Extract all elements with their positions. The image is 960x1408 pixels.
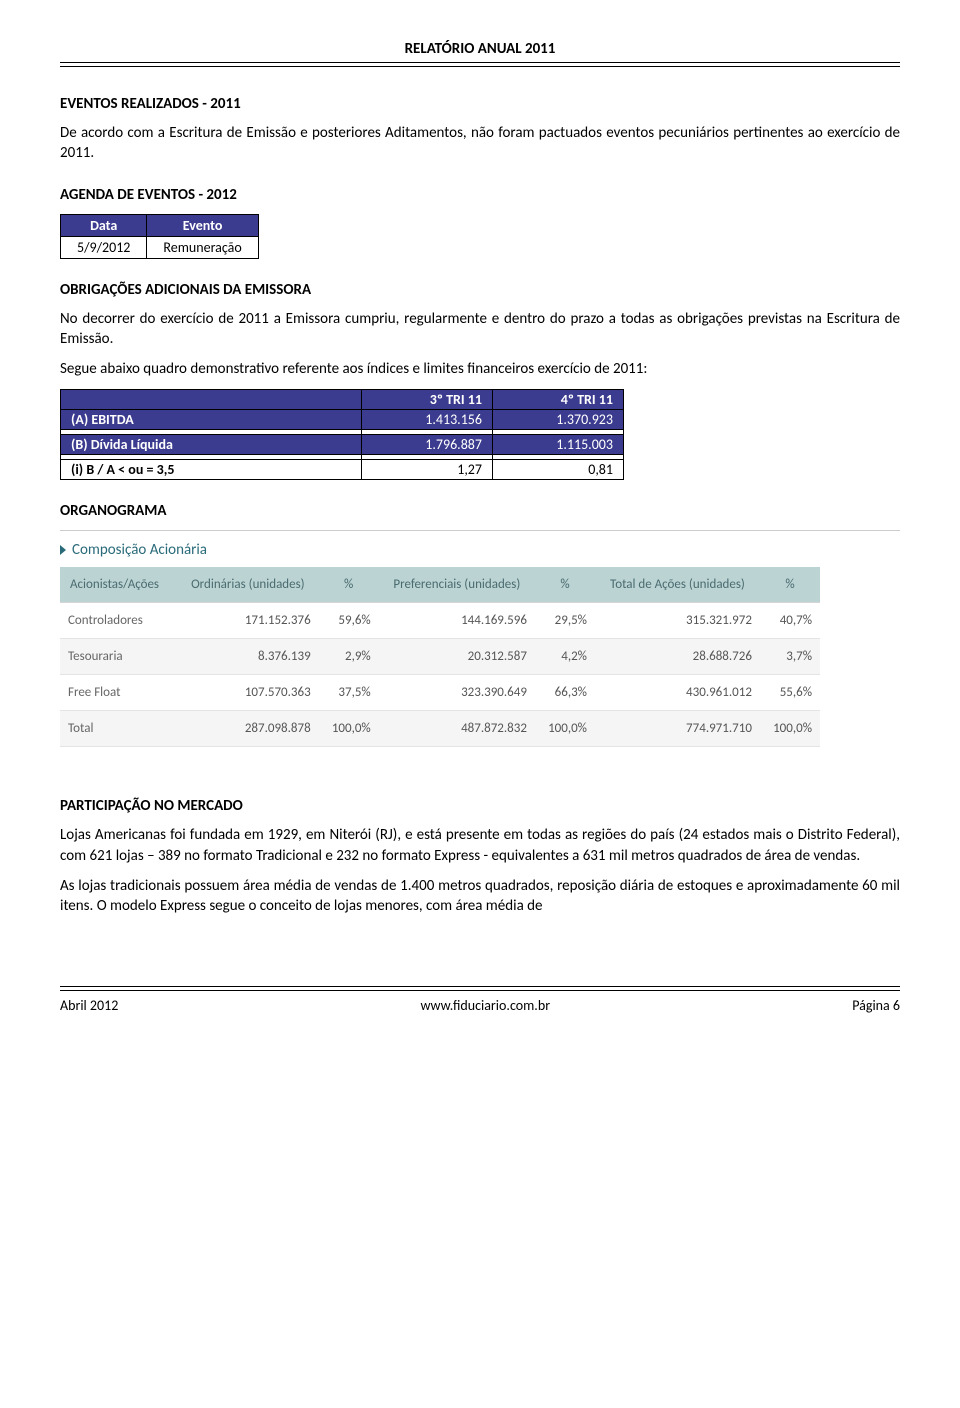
table-cell: 2,9% [319, 639, 379, 675]
fin-rowA-v1: 1.413.156 [362, 410, 493, 430]
table-cell: 59,6% [319, 603, 379, 639]
comp-h1: Ordinárias (unidades) [177, 567, 319, 603]
table-row: Controladores171.152.37659,6%144.169.596… [60, 603, 820, 639]
comp-h2: % [319, 567, 379, 603]
participacao-p2: As lojas tradicionais possuem área média… [60, 876, 900, 917]
table-cell: 100,0% [319, 711, 379, 747]
comp-h5: Total de Ações (unidades) [595, 567, 760, 603]
composition-block: Composição Acionária Acionistas/Ações Or… [60, 530, 900, 747]
comp-h0: Acionistas/Ações [60, 567, 177, 603]
composition-table: Acionistas/Ações Ordinárias (unidades) %… [60, 567, 820, 747]
table-cell: 171.152.376 [177, 603, 319, 639]
fin-rowI-label: (i) B / A < ou = 3,5 [61, 460, 362, 480]
composition-title: Composição Acionária [60, 541, 900, 559]
table-cell: 144.169.596 [379, 603, 535, 639]
fin-rowA-label: (A) EBITDA [61, 410, 362, 430]
obrigacoes-p2: Segue abaixo quadro demonstrativo refere… [60, 359, 900, 379]
table-cell: Total [60, 711, 177, 747]
table-cell: 37,5% [319, 675, 379, 711]
agenda-cell-event: Remuneração [147, 236, 258, 258]
comp-h6: % [760, 567, 820, 603]
agenda-header-data: Data [61, 214, 147, 236]
participacao-p1: Lojas Americanas foi fundada em 1929, em… [60, 825, 900, 866]
fin-rowI-v2: 0,81 [493, 460, 624, 480]
header-rule [60, 62, 900, 67]
section-organograma: ORGANOGRAMA [60, 502, 900, 520]
section-obrigacoes: OBRIGAÇÕES ADICIONAIS DA EMISSORA [60, 281, 900, 299]
footer-left: Abril 2012 [60, 997, 118, 1014]
table-cell: 29,5% [535, 603, 595, 639]
fin-rowI-v1: 1,27 [362, 460, 493, 480]
table-cell: 28.688.726 [595, 639, 760, 675]
table-cell: 55,6% [760, 675, 820, 711]
page-footer: Abril 2012 www.fiduciario.com.br Página … [0, 997, 960, 1034]
table-cell: Tesouraria [60, 639, 177, 675]
section-participacao: PARTICIPAÇÃO NO MERCADO [60, 797, 900, 815]
table-cell: 100,0% [535, 711, 595, 747]
agenda-header-evento: Evento [147, 214, 258, 236]
fin-header-q3: 3º TRI 11 [362, 390, 493, 410]
agenda-table: Data Evento 5/9/2012 Remuneração [60, 214, 259, 259]
fin-rowB-v2: 1.115.003 [493, 435, 624, 455]
table-cell: 4,2% [535, 639, 595, 675]
table-cell: 287.098.878 [177, 711, 319, 747]
table-cell: 8.376.139 [177, 639, 319, 675]
table-row: Total287.098.878100,0%487.872.832100,0%7… [60, 711, 820, 747]
table-cell: 40,7% [760, 603, 820, 639]
table-cell: 100,0% [760, 711, 820, 747]
agenda-cell-date: 5/9/2012 [61, 236, 147, 258]
table-row: Tesouraria8.376.1392,9%20.312.5874,2%28.… [60, 639, 820, 675]
comp-h4: % [535, 567, 595, 603]
footer-rule [60, 986, 900, 991]
fin-rowB-v1: 1.796.887 [362, 435, 493, 455]
footer-right: Página 6 [852, 997, 900, 1014]
footer-center: www.fiduciario.com.br [420, 997, 550, 1014]
fin-header-q4: 4º TRI 11 [493, 390, 624, 410]
fin-empty-header [61, 390, 362, 410]
page-header-title: RELATÓRIO ANUAL 2011 [60, 40, 900, 58]
table-cell: 20.312.587 [379, 639, 535, 675]
table-cell: Free Float [60, 675, 177, 711]
table-cell: Controladores [60, 603, 177, 639]
financial-indices-table: 3º TRI 11 4º TRI 11 (A) EBITDA 1.413.156… [60, 389, 624, 480]
table-cell: 487.872.832 [379, 711, 535, 747]
eventos-realizados-text: De acordo com a Escritura de Emissão e p… [60, 123, 900, 164]
section-eventos-realizados: EVENTOS REALIZADOS - 2011 [60, 95, 900, 113]
table-cell: 774.971.710 [595, 711, 760, 747]
table-cell: 430.961.012 [595, 675, 760, 711]
composition-title-text: Composição Acionária [72, 541, 207, 559]
comp-h3: Preferenciais (unidades) [379, 567, 535, 603]
table-cell: 107.570.363 [177, 675, 319, 711]
table-cell: 323.390.649 [379, 675, 535, 711]
table-cell: 66,3% [535, 675, 595, 711]
fin-rowB-label: (B) Dívida Líquida [61, 435, 362, 455]
section-agenda-eventos: AGENDA DE EVENTOS - 2012 [60, 186, 900, 204]
fin-rowA-v2: 1.370.923 [493, 410, 624, 430]
table-row: Free Float107.570.36337,5%323.390.64966,… [60, 675, 820, 711]
triangle-icon [60, 545, 66, 555]
table-cell: 3,7% [760, 639, 820, 675]
table-cell: 315.321.972 [595, 603, 760, 639]
obrigacoes-p1: No decorrer do exercício de 2011 a Emiss… [60, 309, 900, 350]
